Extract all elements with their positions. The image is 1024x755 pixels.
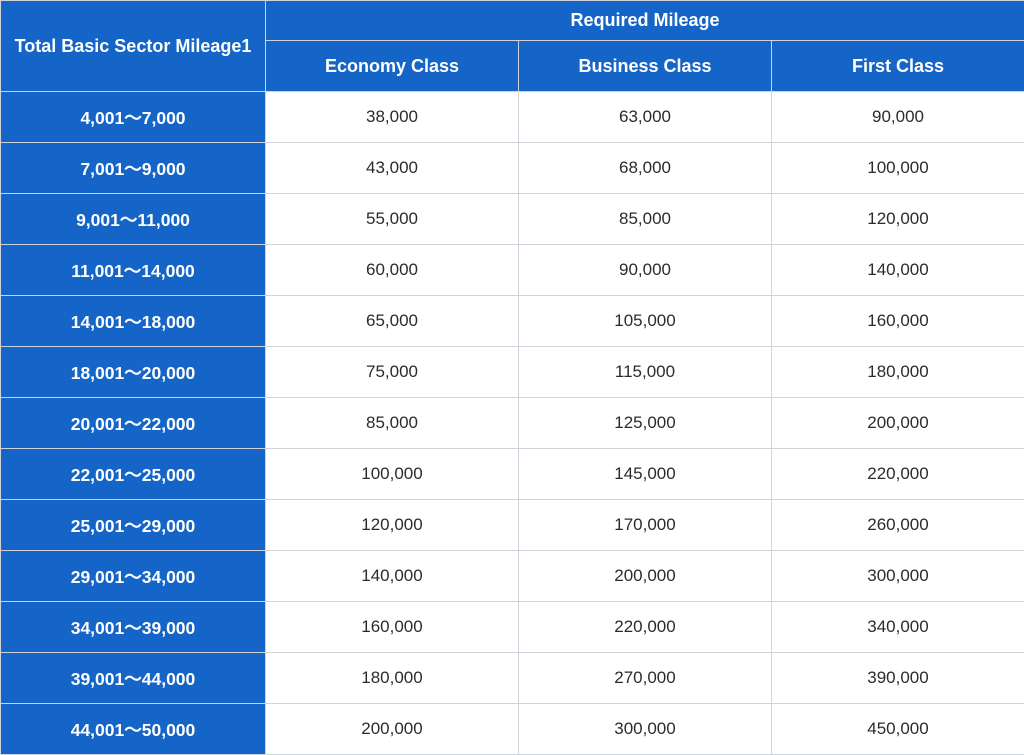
data-cell: 270,000 <box>519 653 772 704</box>
data-cell: 120,000 <box>266 500 519 551</box>
span-header: Required Mileage <box>266 1 1024 41</box>
data-cell: 170,000 <box>519 500 772 551</box>
row-header: 39,001～44,000 <box>1 653 266 704</box>
table-row: 22,001～25,000100,000145,000220,000 <box>1 449 1024 500</box>
table-body: 4,001～7,00038,00063,00090,0007,001～9,000… <box>1 92 1024 755</box>
table-row: 14,001～18,00065,000105,000160,000 <box>1 296 1024 347</box>
data-cell: 100,000 <box>772 143 1024 194</box>
data-cell: 200,000 <box>266 704 519 755</box>
data-cell: 105,000 <box>519 296 772 347</box>
data-cell: 90,000 <box>772 92 1024 143</box>
data-cell: 160,000 <box>266 602 519 653</box>
table-row: 4,001～7,00038,00063,00090,000 <box>1 92 1024 143</box>
table-row: 34,001～39,000160,000220,000340,000 <box>1 602 1024 653</box>
data-cell: 38,000 <box>266 92 519 143</box>
row-header: 11,001～14,000 <box>1 245 266 296</box>
data-cell: 340,000 <box>772 602 1024 653</box>
data-cell: 90,000 <box>519 245 772 296</box>
row-header: 7,001～9,000 <box>1 143 266 194</box>
data-cell: 75,000 <box>266 347 519 398</box>
data-cell: 145,000 <box>519 449 772 500</box>
corner-header: Total Basic Sector Mileage1 <box>1 1 266 92</box>
data-cell: 200,000 <box>772 398 1024 449</box>
data-cell: 60,000 <box>266 245 519 296</box>
sub-header-business: Business Class <box>519 41 772 92</box>
data-cell: 68,000 <box>519 143 772 194</box>
data-cell: 85,000 <box>519 194 772 245</box>
sub-header-economy: Economy Class <box>266 41 519 92</box>
table-header: Total Basic Sector Mileage1 Required Mil… <box>1 1 1024 92</box>
data-cell: 390,000 <box>772 653 1024 704</box>
data-cell: 300,000 <box>772 551 1024 602</box>
data-cell: 63,000 <box>519 92 772 143</box>
data-cell: 120,000 <box>772 194 1024 245</box>
sub-header-first: First Class <box>772 41 1024 92</box>
row-header: 9,001～11,000 <box>1 194 266 245</box>
data-cell: 140,000 <box>266 551 519 602</box>
table-row: 44,001～50,000200,000300,000450,000 <box>1 704 1024 755</box>
table-header-row-1: Total Basic Sector Mileage1 Required Mil… <box>1 1 1024 41</box>
table-row: 9,001～11,00055,00085,000120,000 <box>1 194 1024 245</box>
data-cell: 85,000 <box>266 398 519 449</box>
data-cell: 180,000 <box>772 347 1024 398</box>
table-row: 39,001～44,000180,000270,000390,000 <box>1 653 1024 704</box>
row-header: 44,001～50,000 <box>1 704 266 755</box>
data-cell: 200,000 <box>519 551 772 602</box>
data-cell: 450,000 <box>772 704 1024 755</box>
data-cell: 300,000 <box>519 704 772 755</box>
row-header: 14,001～18,000 <box>1 296 266 347</box>
row-header: 34,001～39,000 <box>1 602 266 653</box>
row-header: 4,001～7,000 <box>1 92 266 143</box>
row-header: 29,001～34,000 <box>1 551 266 602</box>
table-row: 25,001～29,000120,000170,000260,000 <box>1 500 1024 551</box>
row-header: 25,001～29,000 <box>1 500 266 551</box>
data-cell: 125,000 <box>519 398 772 449</box>
table-row: 11,001～14,00060,00090,000140,000 <box>1 245 1024 296</box>
row-header: 20,001～22,000 <box>1 398 266 449</box>
row-header: 18,001～20,000 <box>1 347 266 398</box>
mileage-award-table: Total Basic Sector Mileage1 Required Mil… <box>0 0 1024 755</box>
data-cell: 140,000 <box>772 245 1024 296</box>
table-row: 18,001～20,00075,000115,000180,000 <box>1 347 1024 398</box>
data-cell: 100,000 <box>266 449 519 500</box>
data-cell: 55,000 <box>266 194 519 245</box>
data-cell: 260,000 <box>772 500 1024 551</box>
data-cell: 160,000 <box>772 296 1024 347</box>
data-cell: 220,000 <box>519 602 772 653</box>
data-cell: 115,000 <box>519 347 772 398</box>
row-header: 22,001～25,000 <box>1 449 266 500</box>
table-row: 7,001～9,00043,00068,000100,000 <box>1 143 1024 194</box>
data-cell: 180,000 <box>266 653 519 704</box>
table-row: 29,001～34,000140,000200,000300,000 <box>1 551 1024 602</box>
table-row: 20,001～22,00085,000125,000200,000 <box>1 398 1024 449</box>
data-cell: 43,000 <box>266 143 519 194</box>
data-cell: 65,000 <box>266 296 519 347</box>
data-cell: 220,000 <box>772 449 1024 500</box>
